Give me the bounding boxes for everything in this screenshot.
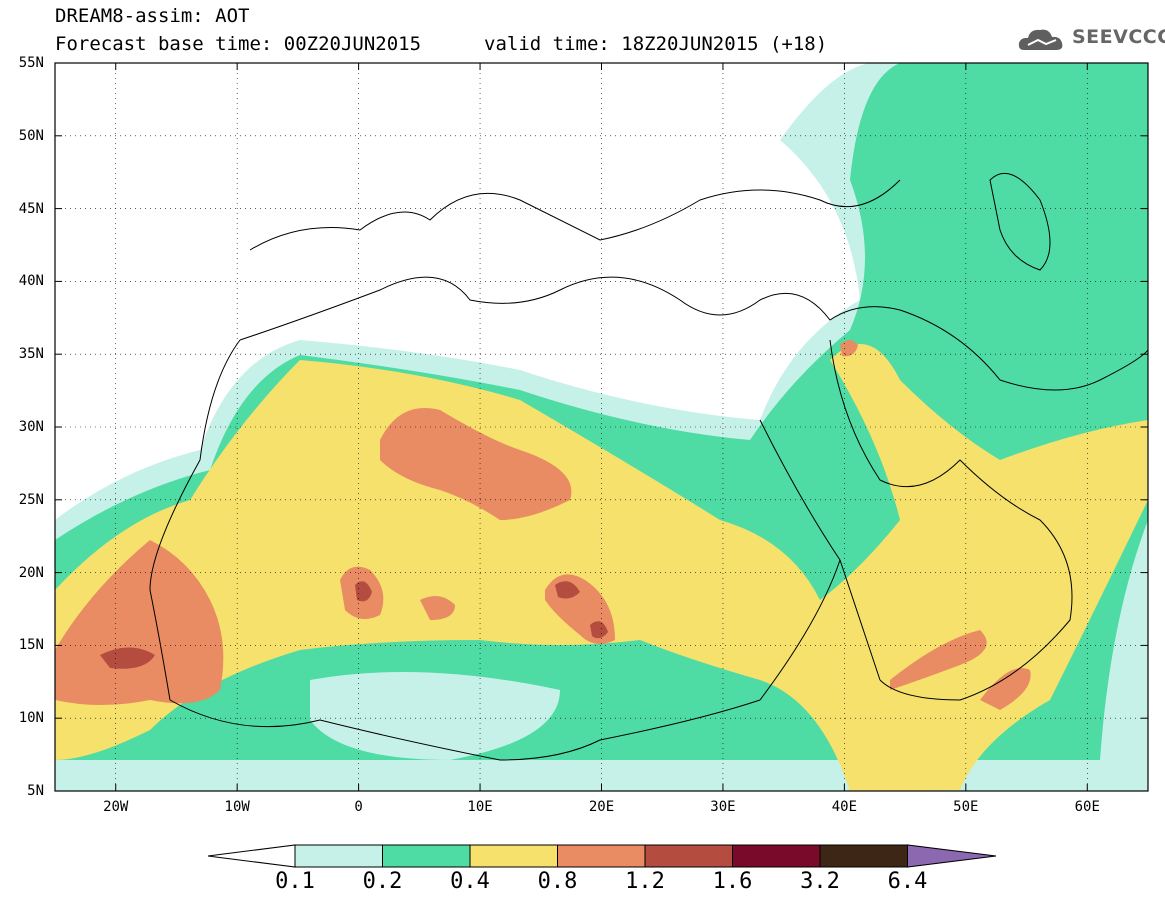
lon-tick-label: 10W [224,799,250,815]
lat-tick-label: 45N [18,200,44,217]
lat-tick-label: 5N [27,783,44,799]
colorbar-box [382,844,471,868]
colorbar-label: 0.8 [537,869,578,894]
lat-tick-label: 35N [18,346,44,363]
colorbar-box [557,844,646,868]
aot-band-0.2-south [310,672,560,760]
coastline-africa-west [149,339,241,701]
lat-tick-label: 30N [18,419,44,435]
colorbar-label: 0.4 [450,869,490,894]
colorbar-box [819,844,908,868]
aot-band-0.4 [55,344,1148,791]
aot-band-0.8-niger [420,596,455,620]
aot-band-1.2-sudan [555,581,580,599]
lon-tick-label: 0 [354,799,363,815]
lon-tick-label: 40E [831,799,858,815]
lat-tick-label: 10N [18,710,44,727]
colorbar-box [469,844,558,868]
aot-band-1.2-sudan-2 [590,621,608,639]
colorbar-box [644,844,733,868]
coastline-europe [249,179,901,251]
lon-tick-label: 10E [467,799,493,815]
lat-tick-label: 25N [18,491,44,508]
coastline-mediterranean [239,276,901,341]
colorbar-label: 3.2 [800,869,840,894]
valid-time: valid time: 18Z20JUN2015 (+18) [484,33,828,55]
aot-band-0.8-arabsea [980,668,1031,710]
lon-tick-label: 30E [710,799,736,815]
colorbar-box [732,844,821,868]
colorbar-over-triangle [907,844,997,868]
map-frame [54,62,1149,792]
aot-band-0.8-iraq [840,340,858,357]
aot-band-0.2-caspian [910,105,1148,340]
colorbar-under-triangle [207,844,296,868]
aot-band-0.8-sahara [380,408,572,520]
lat-tick-label: 20N [18,564,44,581]
logo-text: SEEVCCC [1072,26,1165,48]
aot-band-1.2-chad [355,581,372,602]
colorbar-label: 1.6 [712,869,753,894]
aot-band-1.2-west [100,647,155,669]
map-title: DREAM8-assim: AOT [55,5,250,27]
coastline-arabia [829,339,1073,701]
colorbar-label: 6.4 [887,869,928,894]
coastline-caspian [989,172,1051,271]
colorbar-label: 0.1 [275,869,315,894]
aot-field [55,63,1148,791]
lon-tick-label: 50E [953,799,979,815]
colorbar [207,844,997,868]
lon-tick-label: 20W [103,799,129,815]
lat-tick-label: 50N [18,127,44,144]
aot-band-0.8-arabia [890,630,987,690]
colorbar-box [294,844,383,868]
aot-band-0.8-west [55,540,224,705]
graticule [55,63,1148,791]
lon-tick-label: 20E [588,799,615,815]
lat-tick-label: 15N [18,637,44,654]
axis-ticks [55,62,1148,792]
coastline-redsea [759,419,881,681]
lat-tick-label: 55N [18,55,44,71]
lat-tick-label: 40N [18,273,44,290]
forecast-base-time: Forecast base time: 00Z20JUN2015 [55,33,422,55]
colorbar-label: 0.2 [362,869,403,894]
lon-tick-label: 60E [1074,799,1100,815]
coastline-asia [899,309,1148,391]
colorbar-label: 1.2 [625,869,665,894]
cloud-icon [1018,29,1063,50]
coastline-africa-gulf [169,559,841,761]
